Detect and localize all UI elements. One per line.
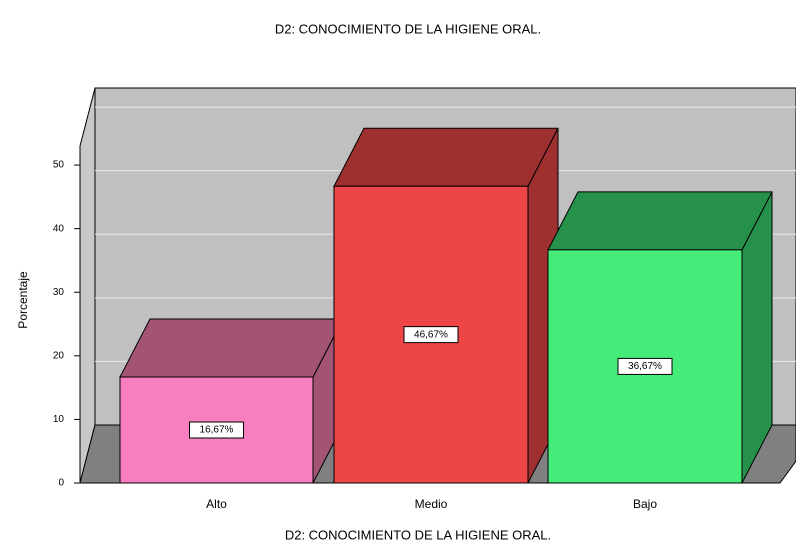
- bar-top: [119, 318, 344, 378]
- chart-title: D2: CONOCIMIENTO DE LA HIGIENE ORAL.: [275, 21, 541, 36]
- x-tick-label: Bajo: [633, 497, 657, 511]
- bar-top: [547, 191, 773, 251]
- y-tick-label: 50: [53, 160, 65, 171]
- value-label-box: [617, 357, 673, 375]
- value-label: 16,67%: [200, 425, 234, 436]
- y-tick-label: 10: [53, 414, 65, 425]
- value-label-box: [189, 421, 244, 439]
- value-label: 46,67%: [414, 329, 448, 340]
- x-tick-label: Medio: [415, 497, 448, 511]
- y-tick-label: 40: [53, 223, 65, 234]
- value-label-box: [403, 326, 459, 344]
- x-tick-label: Alto: [206, 497, 227, 511]
- y-axis-label: Porcentaje: [16, 271, 30, 329]
- y-tick-label: 0: [58, 478, 64, 489]
- bar-top: [333, 127, 559, 187]
- y-tick-label: 30: [53, 287, 65, 298]
- y-tick-label: 20: [53, 350, 65, 361]
- x-axis-label: D2: CONOCIMIENTO DE LA HIGIENE ORAL.: [285, 527, 551, 542]
- value-label: 36,67%: [628, 361, 662, 372]
- left-wall: [79, 87, 96, 484]
